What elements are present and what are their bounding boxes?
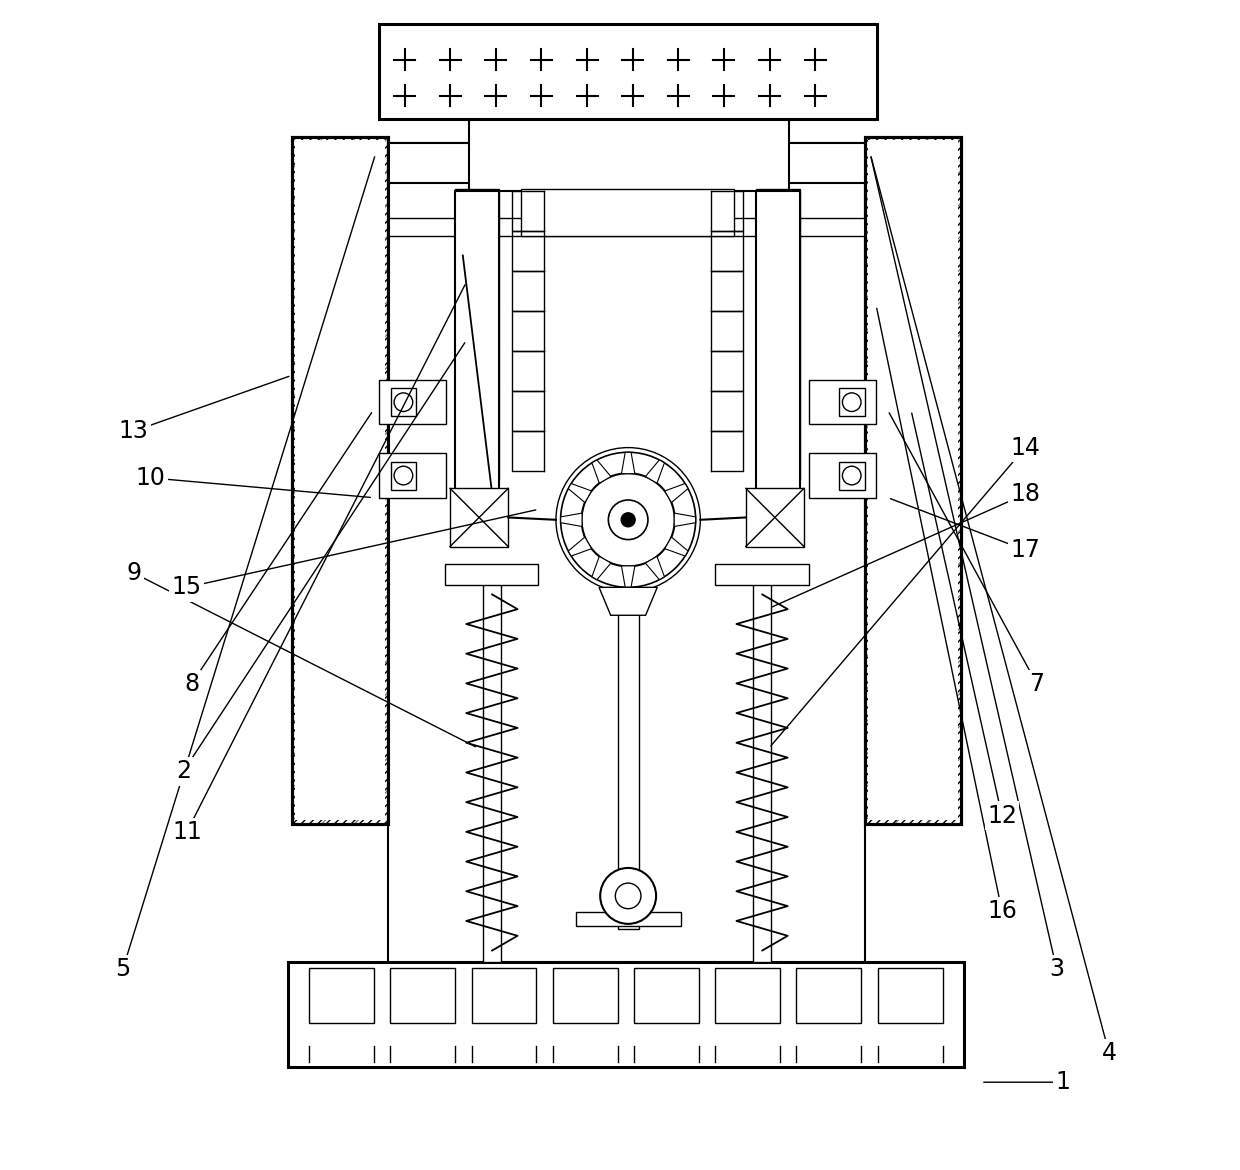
Bar — [878, 968, 942, 1023]
Circle shape — [394, 393, 413, 412]
Text: 10: 10 — [136, 466, 166, 490]
Polygon shape — [568, 537, 591, 556]
Text: 16: 16 — [987, 899, 1017, 923]
Text: 5: 5 — [115, 957, 130, 982]
Text: 3: 3 — [1049, 957, 1064, 982]
Bar — [715, 564, 808, 585]
Bar — [634, 968, 699, 1023]
Polygon shape — [599, 587, 657, 615]
Bar — [808, 454, 877, 497]
Bar — [753, 573, 771, 962]
Bar — [839, 388, 864, 417]
Polygon shape — [591, 460, 611, 483]
Circle shape — [615, 883, 641, 909]
Polygon shape — [645, 557, 665, 579]
Bar — [379, 23, 878, 119]
Bar — [864, 137, 961, 824]
Text: 15: 15 — [172, 576, 202, 599]
Circle shape — [600, 868, 656, 924]
Text: 4: 4 — [1101, 1041, 1116, 1065]
Bar — [291, 137, 388, 824]
Bar — [745, 488, 804, 546]
Bar — [715, 968, 780, 1023]
Text: 17: 17 — [1011, 538, 1040, 562]
Circle shape — [621, 512, 635, 526]
Text: 12: 12 — [987, 804, 1017, 827]
Bar — [808, 380, 877, 425]
Polygon shape — [665, 537, 688, 556]
Bar — [288, 962, 963, 1067]
Text: 7: 7 — [1029, 672, 1044, 696]
Circle shape — [560, 453, 696, 587]
Bar — [388, 218, 864, 235]
Text: 11: 11 — [172, 820, 202, 844]
Circle shape — [394, 466, 413, 484]
Text: 8: 8 — [184, 672, 200, 696]
Bar — [756, 190, 801, 480]
Bar — [864, 137, 961, 824]
Bar — [450, 488, 508, 546]
Polygon shape — [621, 566, 635, 587]
Polygon shape — [665, 483, 688, 503]
Bar — [391, 388, 417, 417]
Bar — [391, 462, 417, 489]
Bar — [756, 192, 801, 538]
Circle shape — [582, 473, 675, 566]
Text: 13: 13 — [118, 419, 149, 443]
Bar — [379, 454, 446, 497]
Bar — [864, 137, 961, 824]
Text: 2: 2 — [176, 759, 191, 783]
Polygon shape — [560, 514, 582, 526]
Bar — [469, 119, 789, 192]
Bar — [309, 968, 374, 1023]
Bar — [295, 140, 384, 820]
Circle shape — [609, 500, 649, 539]
Bar — [521, 190, 734, 235]
Polygon shape — [645, 460, 665, 483]
Bar — [455, 192, 498, 538]
Bar — [868, 140, 957, 820]
Text: 9: 9 — [126, 562, 141, 585]
Bar — [455, 190, 498, 480]
Polygon shape — [568, 483, 591, 503]
Bar — [291, 137, 388, 824]
Bar — [388, 143, 864, 184]
Text: 14: 14 — [1011, 435, 1040, 460]
Bar — [391, 968, 455, 1023]
Bar — [839, 462, 864, 489]
Bar — [471, 968, 537, 1023]
Bar — [796, 968, 862, 1023]
Bar — [618, 562, 639, 929]
Bar — [379, 380, 446, 425]
Text: 18: 18 — [1011, 482, 1040, 507]
Circle shape — [842, 393, 861, 412]
Text: 1: 1 — [1055, 1071, 1070, 1094]
Polygon shape — [675, 514, 696, 526]
Bar — [575, 913, 681, 927]
Bar — [553, 968, 618, 1023]
Polygon shape — [591, 557, 611, 579]
Bar — [445, 564, 538, 585]
Bar — [291, 137, 388, 824]
Circle shape — [842, 466, 861, 484]
Polygon shape — [621, 453, 635, 474]
Bar — [482, 573, 501, 962]
Bar — [388, 143, 864, 962]
